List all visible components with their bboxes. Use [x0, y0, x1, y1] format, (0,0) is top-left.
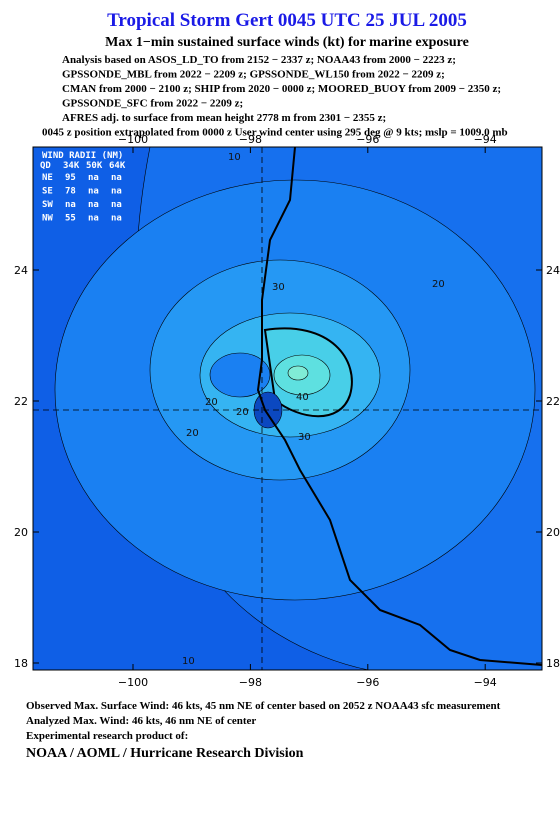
- radii-cell: 78: [65, 187, 76, 197]
- lon-label: −96: [356, 133, 379, 146]
- map-frame: [32, 146, 543, 671]
- contour-label: 20: [186, 428, 199, 439]
- lat-label: 20: [546, 526, 560, 539]
- contour-label: 20: [432, 279, 445, 290]
- radii-header: QD: [40, 161, 51, 171]
- radii-cell: 95: [65, 173, 76, 183]
- analysis-line: Analysis based on ASOS_LD_TO from 2152 −…: [62, 54, 456, 66]
- contour-label: 20: [236, 407, 249, 418]
- footer-line: Experimental research product of:: [26, 730, 188, 742]
- lat-label: 24: [14, 264, 28, 277]
- radii-cell: SE: [42, 187, 53, 197]
- radii-title: WIND RADII (NM): [42, 151, 123, 161]
- org: NOAA / AOML / Hurricane Research Divisio…: [26, 746, 304, 761]
- analysis-line: CMAN from 2000 − 2100 z; SHIP from 2020 …: [62, 83, 501, 95]
- radii-cell: na: [111, 187, 122, 197]
- radii-cell: na: [65, 200, 76, 210]
- analysis-line: GPSSONDE_MBL from 2022 − 2209 z; GPSSOND…: [62, 69, 445, 81]
- radii-cell: SW: [42, 200, 53, 210]
- lat-label: 22: [546, 395, 560, 408]
- lon-label: −100: [118, 676, 148, 689]
- lat-label: 18: [546, 657, 560, 670]
- footer-line: Analyzed Max. Wind: 46 kts, 46 nm NE of …: [26, 715, 256, 727]
- lon-label: −94: [474, 676, 497, 689]
- radii-header: 50K: [86, 161, 103, 171]
- radii-cell: na: [111, 214, 122, 224]
- radii-cell: na: [111, 200, 122, 210]
- radii-cell: NW: [42, 214, 53, 224]
- lat-label: 22: [14, 395, 28, 408]
- footer-line: Observed Max. Surface Wind: 46 kts, 45 n…: [26, 700, 501, 712]
- contour-label: 40: [296, 392, 309, 403]
- lat-label: 20: [14, 526, 28, 539]
- radii-cell: na: [111, 173, 122, 183]
- analysis-line: AFRES adj. to surface from mean height 2…: [62, 112, 386, 124]
- lon-label: −98: [239, 676, 262, 689]
- subtitle: Max 1−min sustained surface winds (kt) f…: [105, 35, 469, 50]
- radii-cell: NE: [42, 173, 53, 183]
- radii-cell: na: [88, 187, 99, 197]
- radii-cell: 55: [65, 214, 76, 224]
- radii-cell: na: [88, 214, 99, 224]
- contour-label: 10: [228, 152, 241, 163]
- lon-label: −100: [118, 133, 148, 146]
- contour-label: 30: [272, 282, 285, 293]
- radii-header: 34K: [63, 161, 80, 171]
- lon-label: −96: [356, 676, 379, 689]
- lat-label: 18: [14, 657, 28, 670]
- radii-header: 64K: [109, 161, 126, 171]
- lon-label: −98: [239, 133, 262, 146]
- wind-field: [33, 147, 542, 670]
- contour-label: 30: [298, 432, 311, 443]
- radii-cell: na: [88, 200, 99, 210]
- contour-label: 20: [205, 397, 218, 408]
- analysis-line: 0045 z position extrapolated from 0000 z…: [42, 127, 508, 139]
- lon-label: −94: [474, 133, 497, 146]
- contour-label: 10: [182, 656, 195, 667]
- radii-cell: na: [88, 173, 99, 183]
- title: Tropical Storm Gert 0045 UTC 25 JUL 2005: [107, 10, 467, 31]
- analysis-line: GPSSONDE_SFC from 2022 − 2209 z;: [62, 98, 243, 110]
- lat-label: 24: [546, 264, 560, 277]
